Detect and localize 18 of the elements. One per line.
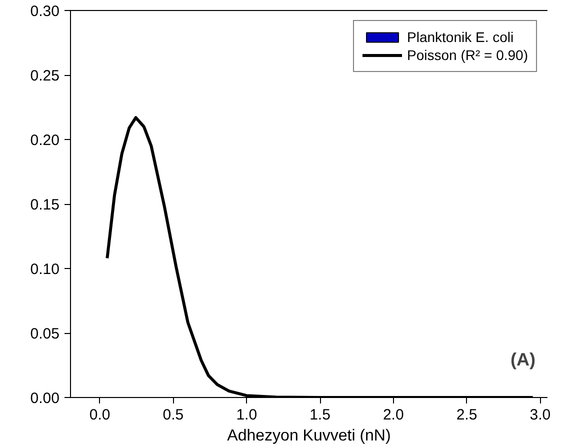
x-tick-label: 2.5 <box>456 406 478 424</box>
x-tick-label: 1.0 <box>236 406 258 424</box>
x-tick-label: 1.5 <box>310 406 330 424</box>
y-tick-label: 0.00 <box>30 390 60 407</box>
x-axis-title: Adhezyon Kuvveti (nN) <box>227 428 391 444</box>
annotation: (A) <box>510 350 536 370</box>
y-tick-label: 0.25 <box>30 68 60 84</box>
x-tick-label: 3.0 <box>530 406 551 424</box>
legend-label: Poisson (R² = 0.90) <box>407 47 528 63</box>
x-tick-label: 0.0 <box>89 406 110 424</box>
x-tick-label: 0.5 <box>162 406 184 424</box>
y-tick-label: 0.05 <box>30 326 60 342</box>
legend-label: Planktonik E. coli <box>407 29 514 45</box>
y-tick-label: 0.30 <box>30 3 60 20</box>
x-tick-label: 2.0 <box>382 406 404 424</box>
y-tick-label: 0.15 <box>30 196 60 214</box>
y-tick-label: 0.20 <box>30 132 60 149</box>
y-tick-label: 0.10 <box>30 261 60 278</box>
